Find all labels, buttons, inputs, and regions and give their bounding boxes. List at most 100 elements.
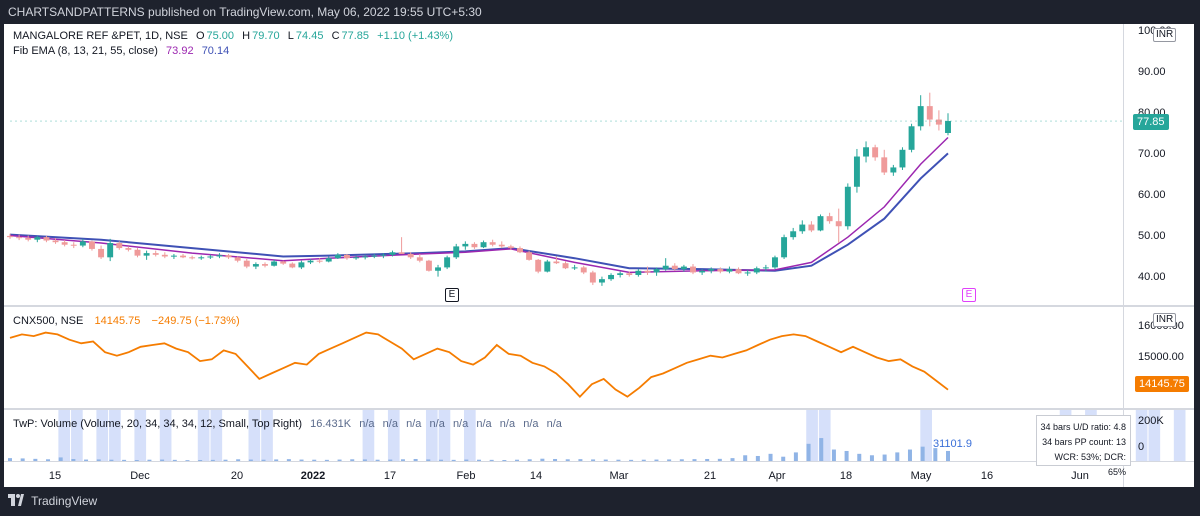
candle-body	[626, 273, 633, 275]
close-value: 77.85	[341, 30, 370, 42]
cnx-series-line	[9, 331, 949, 399]
highlight-column	[463, 410, 476, 461]
volume-bar	[84, 459, 89, 461]
cnx-symbol[interactable]: CNX500, NSE	[13, 315, 84, 327]
candle-body	[945, 121, 951, 133]
volume-bar	[781, 456, 786, 461]
volume-bar	[58, 457, 63, 461]
na-value: n/a	[452, 418, 469, 430]
volume-bar	[869, 455, 874, 461]
volume-bar	[185, 460, 190, 461]
candle-body	[762, 267, 769, 269]
volume-bar	[109, 459, 114, 461]
candle-body	[307, 260, 314, 263]
pane-divider-cnx[interactable]	[4, 408, 1194, 410]
volume-legend: TwP: Volume (Volume, 20, 34, 34, 34, 12,…	[13, 418, 564, 430]
candle-body	[817, 216, 824, 231]
volume-tick: 0	[1138, 441, 1145, 453]
volume-bar	[261, 459, 266, 461]
candle-body	[252, 264, 259, 267]
volume-bar	[603, 459, 608, 461]
ema-label[interactable]: Fib EMA (8, 13, 21, 55, close)	[13, 45, 158, 57]
candle-body	[708, 269, 715, 271]
volume-bar	[477, 459, 481, 461]
chart-canvas[interactable]	[4, 24, 1194, 487]
volume-bar	[831, 449, 836, 461]
candle-body	[362, 256, 369, 258]
candle-body	[690, 266, 696, 273]
volume-bar	[337, 459, 342, 461]
volume-bar	[20, 458, 25, 461]
candle-body	[25, 238, 32, 240]
volume-bar	[819, 438, 824, 461]
volume-bar	[286, 459, 291, 461]
candle-body	[298, 262, 305, 268]
candle-body	[744, 272, 751, 274]
earnings-marker[interactable]: E	[445, 288, 459, 302]
price-axis-divider	[1123, 24, 1124, 487]
volume-bar	[565, 459, 570, 461]
candle-body	[498, 244, 505, 247]
candle-body	[881, 157, 888, 173]
volume-bar	[210, 459, 215, 461]
volume-bar	[527, 459, 532, 461]
highlight-column	[362, 410, 375, 461]
volume-label[interactable]: TwP: Volume (Volume, 20, 34, 34, 34, 12,…	[13, 418, 303, 430]
candle-body	[635, 270, 642, 275]
candle-body	[453, 246, 460, 258]
volume-bar	[857, 453, 862, 461]
volume-bar	[426, 459, 431, 461]
currency-badge[interactable]: INR	[1153, 28, 1177, 42]
earnings-marker[interactable]: E	[962, 288, 976, 302]
time-tick: 18	[839, 470, 853, 482]
candle-body	[717, 269, 724, 272]
tradingview-logo-icon[interactable]	[8, 488, 24, 516]
highlight-column	[438, 410, 451, 461]
candle-body	[863, 147, 869, 157]
volume-bar	[299, 459, 304, 461]
candle-body	[726, 269, 733, 272]
ema-legend: Fib EMA (8, 13, 21, 55, close) 73.92 70.…	[13, 45, 231, 57]
last-price-tag: 77.85	[1133, 114, 1169, 130]
highlight-column	[1135, 410, 1148, 461]
highlight-column	[197, 410, 210, 461]
candle-body	[562, 263, 569, 269]
volume-bar	[46, 459, 51, 461]
price-tick: 50.00	[1138, 230, 1166, 242]
candle-body	[507, 246, 514, 249]
volume-bar	[464, 459, 469, 461]
candle-body	[143, 253, 150, 256]
high-label: H	[242, 30, 251, 42]
highlight-column	[261, 410, 273, 461]
candle-body	[353, 257, 360, 259]
na-value: n/a	[359, 418, 375, 430]
candle-body	[489, 242, 496, 245]
candle-body	[271, 261, 278, 266]
volume-bar	[134, 459, 139, 461]
candle-body	[152, 253, 159, 255]
close-label: C	[331, 30, 340, 42]
time-tick: 20	[230, 470, 244, 482]
volume-bar	[717, 458, 722, 461]
candle-body	[890, 167, 897, 173]
brand-label[interactable]: TradingView	[31, 494, 98, 508]
stats-box: 34 bars U/D ratio: 4.8 34 bars PP count:…	[1036, 415, 1131, 477]
candle-body	[225, 255, 232, 258]
candle-body	[553, 261, 560, 264]
time-tick: 21	[703, 470, 717, 482]
time-tick: 16	[980, 470, 994, 482]
chart-area[interactable]: MANGALORE REF &PET, 1D, NSE O 75.00 H 79.7…	[4, 24, 1194, 487]
volume-bar	[350, 459, 355, 461]
pane-divider-main[interactable]	[4, 305, 1194, 307]
time-tick: Mar	[609, 470, 629, 482]
candle-body	[107, 243, 114, 258]
candle-body	[7, 235, 13, 238]
change-value: +1.10 (+1.43%)	[377, 30, 454, 42]
highlight-column	[96, 410, 109, 461]
symbol-label[interactable]: MANGALORE REF &PET, 1D, NSE	[13, 30, 188, 42]
currency-badge[interactable]: INR	[1153, 313, 1177, 327]
volume-bar	[553, 458, 558, 461]
volume-bar	[312, 459, 317, 461]
volume-bar	[844, 450, 849, 461]
